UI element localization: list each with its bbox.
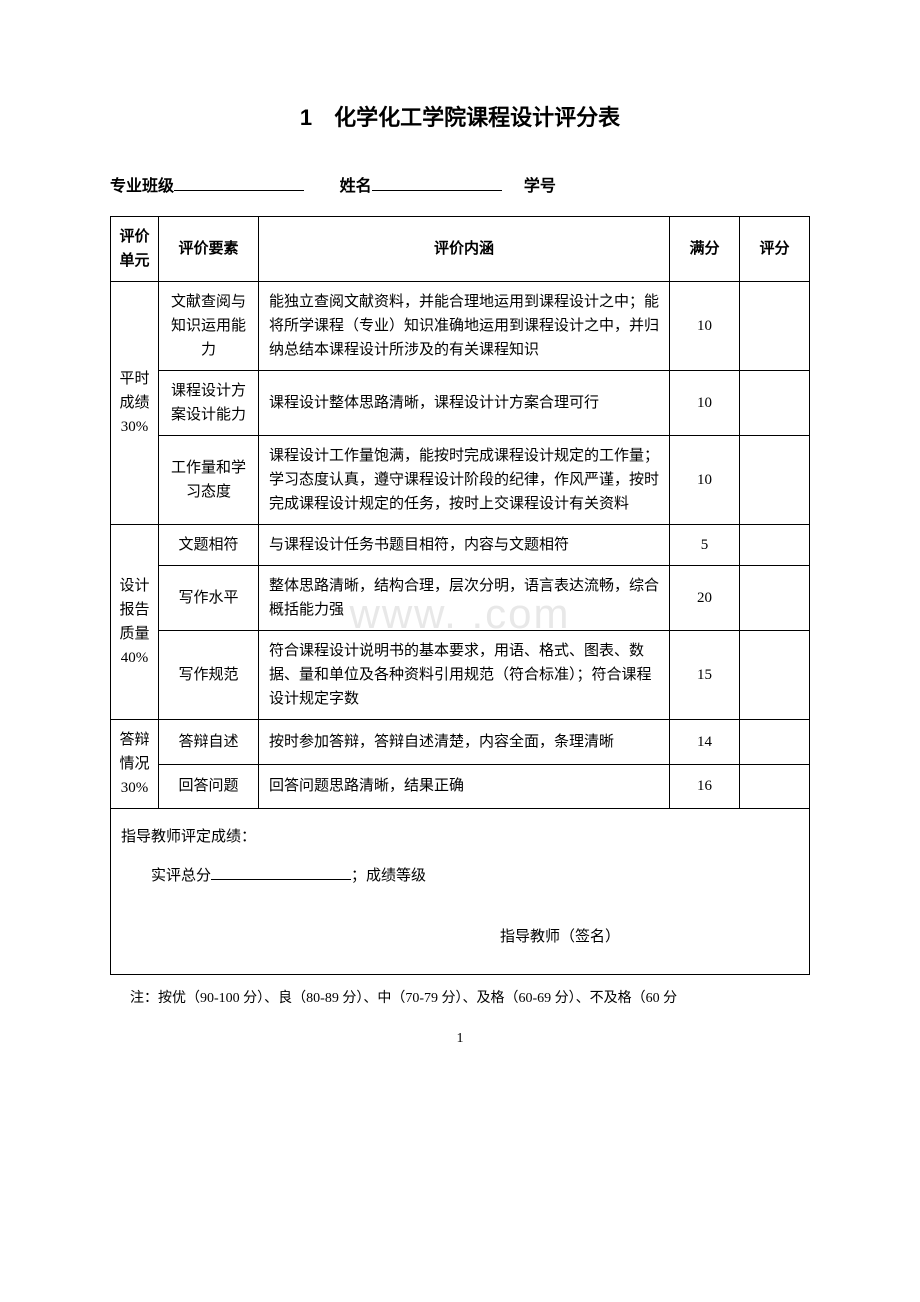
- element-cell: 答辩自述: [159, 720, 259, 765]
- total-score-label: 实评总分: [151, 868, 211, 884]
- score-cell: [740, 566, 810, 631]
- content-cell: 课程设计工作量饱满，能按时完成课程设计规定的工作量；学习态度认真，遵守课程设计阶…: [259, 436, 670, 525]
- full-cell: 5: [670, 525, 740, 566]
- header-full: 满分: [670, 217, 740, 282]
- full-cell: 10: [670, 371, 740, 436]
- score-cell: [740, 371, 810, 436]
- table-row: 课程设计方案设计能力 课程设计整体思路清晰，课程设计计方案合理可行 10: [111, 371, 810, 436]
- element-cell: 文题相符: [159, 525, 259, 566]
- form-header-line: 专业班级 姓名 学号: [110, 172, 810, 196]
- content-cell: 回答问题思路清晰，结果正确: [259, 764, 670, 809]
- header-score: 评分: [740, 217, 810, 282]
- full-cell: 16: [670, 764, 740, 809]
- name-label: 姓名: [340, 178, 372, 195]
- full-cell: 20: [670, 566, 740, 631]
- table-row: 写作水平 整体思路清晰，结构合理，层次分明，语言表达流畅，综合概括能力强 20: [111, 566, 810, 631]
- header-unit: 评价单元: [111, 217, 159, 282]
- element-cell: 课程设计方案设计能力: [159, 371, 259, 436]
- id-label: 学号: [524, 178, 556, 195]
- element-cell: 写作规范: [159, 631, 259, 720]
- content-cell: 符合课程设计说明书的基本要求，用语、格式、图表、数据、量和单位及各种资料引用规范…: [259, 631, 670, 720]
- grade-label: ；成绩等级: [351, 868, 426, 884]
- content-cell: 能独立查阅文献资料，并能合理地运用到课程设计之中；能将所学课程（专业）知识准确地…: [259, 282, 670, 371]
- element-cell: 文献查阅与知识运用能力: [159, 282, 259, 371]
- table-footer-row: 指导教师评定成绩： 实评总分 ；成绩等级 指导教师（签名）: [111, 809, 810, 975]
- score-cell: [740, 764, 810, 809]
- name-input-underline: [372, 173, 502, 191]
- element-cell: 工作量和学习态度: [159, 436, 259, 525]
- footer-cell: 指导教师评定成绩： 实评总分 ；成绩等级 指导教师（签名）: [111, 809, 810, 975]
- score-cell: [740, 720, 810, 765]
- content-cell: 按时参加答辩，答辩自述清楚，内容全面，条理清晰: [259, 720, 670, 765]
- content-cell: 课程设计整体思路清晰，课程设计计方案合理可行: [259, 371, 670, 436]
- score-cell: [740, 436, 810, 525]
- table-row: 平时成绩30% 文献查阅与知识运用能力 能独立查阅文献资料，并能合理地运用到课程…: [111, 282, 810, 371]
- full-cell: 10: [670, 282, 740, 371]
- content-cell: 整体思路清晰，结构合理，层次分明，语言表达流畅，综合概括能力强: [259, 566, 670, 631]
- header-element: 评价要素: [159, 217, 259, 282]
- unit-cell: 平时成绩30%: [111, 282, 159, 525]
- full-cell: 14: [670, 720, 740, 765]
- score-cell: [740, 631, 810, 720]
- total-score-underline: [211, 865, 351, 880]
- footer-line2: 实评总分 ；成绩等级: [121, 860, 799, 893]
- table-row: 答辩情况30% 答辩自述 按时参加答辩，答辩自述清楚，内容全面，条理清晰 14: [111, 720, 810, 765]
- footer-line3: 指导教师（签名）: [121, 921, 799, 954]
- class-input-underline: [174, 173, 304, 191]
- unit-cell: 设计报告质量40%: [111, 525, 159, 720]
- table-row: 写作规范 符合课程设计说明书的基本要求，用语、格式、图表、数据、量和单位及各种资…: [111, 631, 810, 720]
- table-row: 回答问题 回答问题思路清晰，结果正确 16: [111, 764, 810, 809]
- page-number: 1: [110, 1031, 810, 1047]
- page-title: 1 化学化工学院课程设计评分表: [110, 100, 810, 132]
- class-label: 专业班级: [110, 178, 174, 195]
- evaluation-table: 评价单元 评价要素 评价内涵 满分 评分 平时成绩30% 文献查阅与知识运用能力…: [110, 216, 810, 975]
- element-cell: 回答问题: [159, 764, 259, 809]
- score-cell: [740, 525, 810, 566]
- header-content: 评价内涵: [259, 217, 670, 282]
- table-row: 设计报告质量40% 文题相符 与课程设计任务书题目相符，内容与文题相符 5: [111, 525, 810, 566]
- full-cell: 15: [670, 631, 740, 720]
- element-cell: 写作水平: [159, 566, 259, 631]
- note-text: 注：按优（90-100 分）、良（80-89 分）、中（70-79 分）、及格（…: [110, 987, 810, 1007]
- table-row: 工作量和学习态度 课程设计工作量饱满，能按时完成课程设计规定的工作量；学习态度认…: [111, 436, 810, 525]
- content-cell: 与课程设计任务书题目相符，内容与文题相符: [259, 525, 670, 566]
- full-cell: 10: [670, 436, 740, 525]
- table-header-row: 评价单元 评价要素 评价内涵 满分 评分: [111, 217, 810, 282]
- footer-line1: 指导教师评定成绩：: [121, 821, 799, 854]
- score-cell: [740, 282, 810, 371]
- unit-cell: 答辩情况30%: [111, 720, 159, 809]
